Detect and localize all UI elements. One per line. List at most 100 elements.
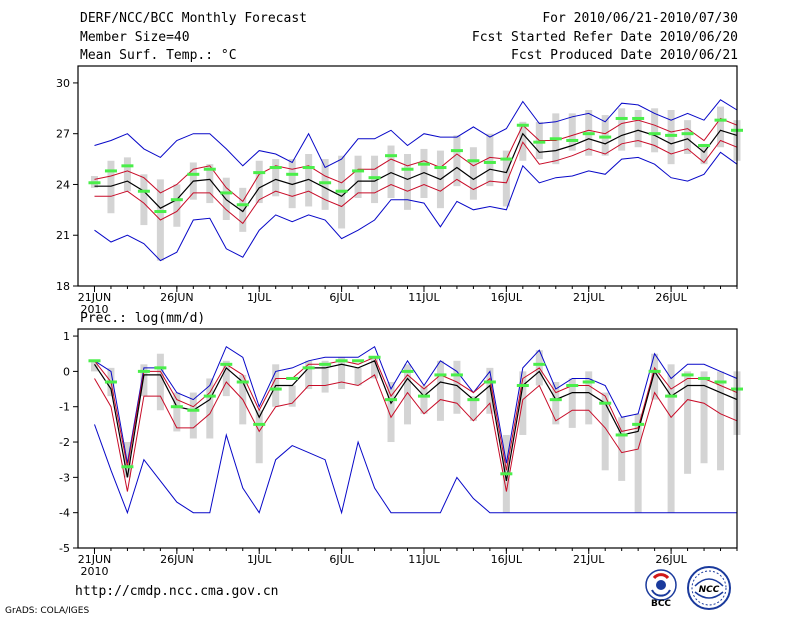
prec-box	[156, 353, 164, 411]
temp-median-marker	[302, 166, 315, 170]
prec-box	[651, 353, 659, 400]
temp-median-marker	[170, 198, 183, 202]
prec-median-marker	[665, 394, 678, 398]
temp-spread-lower-line	[94, 139, 738, 225]
prec-box	[305, 360, 313, 390]
temp-box	[651, 108, 659, 153]
prec-box	[552, 381, 560, 425]
prec-median-marker	[154, 366, 167, 370]
temp-x-tick-label: 26JUN	[160, 291, 194, 304]
temp-median-marker	[187, 172, 200, 176]
temp-x-tick-label: 26JUL	[655, 291, 687, 304]
prec-box	[601, 392, 609, 471]
ncc-logo-label: NCC	[699, 585, 720, 595]
prec-box	[123, 442, 131, 478]
temp-median-marker	[269, 166, 282, 170]
temp-median-marker	[533, 140, 546, 144]
prec-median-marker	[566, 384, 579, 388]
temp-box	[519, 121, 527, 161]
temp-median-marker	[681, 132, 694, 136]
temp-median-marker	[714, 118, 727, 122]
forecast-started-label: Fcst Started Refer Date 2010/06/20	[471, 30, 738, 45]
prec-median-marker	[516, 384, 529, 388]
source-url[interactable]: http://cmdp.ncc.cma.gov.cn	[75, 584, 279, 599]
temp-panel: 18 21 24 27 30 21JUN 26JUN 1JUL 6JUL 11JUL 16JUL 21…	[56, 65, 743, 316]
temp-box	[255, 160, 263, 204]
temp-box	[371, 155, 379, 204]
prec-median-marker	[401, 369, 414, 373]
bcc-logo-label: BCC	[651, 599, 671, 608]
prec-median-marker	[269, 387, 282, 391]
temp-median-marker	[434, 166, 447, 170]
prec-y-tick-label: 1	[63, 330, 70, 343]
temp-median-marker	[368, 176, 381, 180]
prec-x-tick-label: 21JUL	[573, 553, 605, 566]
temp-box	[140, 174, 148, 226]
prec-y-tick-label: -1	[59, 401, 70, 414]
prec-median-marker	[450, 373, 463, 377]
temp-box	[717, 106, 725, 148]
prec-median-marker	[203, 394, 216, 398]
temp-ensemble-mean-line	[94, 129, 738, 213]
temp-median-marker	[203, 167, 216, 171]
temp-x-tick-label: 6JUL	[329, 291, 354, 304]
temp-median-marker	[319, 181, 332, 185]
prec-box	[404, 364, 411, 425]
temp-box	[601, 115, 609, 156]
prec-median-marker	[533, 362, 546, 366]
temp-x-tick-label: 16JUL	[491, 291, 523, 304]
prec-x-tick-label: 1JUL	[247, 553, 272, 566]
prec-median-marker	[632, 422, 645, 426]
member-size-label: Member Size=40	[80, 30, 190, 45]
prec-box	[667, 364, 675, 513]
prec-median-marker	[698, 376, 711, 380]
prec-box	[585, 371, 593, 425]
temp-box	[288, 159, 296, 209]
temp-box	[387, 145, 395, 198]
temp-median-marker	[286, 172, 299, 176]
temp-y-tick-label: 30	[56, 77, 70, 90]
temp-box	[173, 184, 181, 227]
prec-box	[717, 371, 725, 471]
temp-box	[321, 159, 329, 210]
temp-box	[453, 135, 461, 187]
prec-box	[387, 381, 395, 443]
prec-box	[338, 357, 346, 390]
prec-median-marker	[302, 366, 315, 370]
temp-box	[206, 164, 214, 204]
temp-median-marker	[220, 191, 233, 195]
temp-x-tick-label: 21JUN	[78, 291, 112, 304]
temp-median-marker	[385, 154, 398, 158]
prec-median-marker	[615, 433, 628, 437]
temp-median-marker	[417, 162, 430, 166]
prec-median-marker	[352, 359, 365, 363]
prec-box	[486, 367, 494, 414]
grads-credit: GrADS: COLA/IGES	[5, 606, 90, 616]
temp-y-tick-label: 24	[56, 178, 70, 191]
prec-x-tick-label: 16JUL	[491, 553, 523, 566]
temp-median-marker	[566, 138, 579, 142]
forecast-period-label: For 2010/06/21-2010/07/30	[542, 11, 738, 26]
temp-box	[568, 113, 576, 151]
temp-box	[107, 160, 115, 214]
prec-panel: -5 -4 -3 -2 -1 0 1 21JUN 26JUN 1JUL 6JUL 11JUL 16JUL…	[59, 311, 743, 578]
temp-median-marker	[582, 132, 595, 136]
temp-box	[667, 110, 675, 165]
temp-median-marker	[335, 189, 348, 193]
prec-median-marker	[648, 369, 661, 373]
prec-box	[568, 378, 576, 428]
ncc-logo: NCC	[687, 566, 731, 610]
prec-box	[684, 371, 692, 474]
prec-spread-upper-line	[94, 356, 738, 471]
temp-spread-upper-line	[94, 117, 738, 203]
temp-median-marker	[648, 132, 661, 136]
prec-y-tick-label: -3	[59, 471, 70, 484]
temp-envelope-max-line	[94, 99, 738, 169]
temp-box	[684, 120, 692, 154]
prec-box	[519, 371, 527, 435]
prec-y-tick-label: -2	[59, 436, 70, 449]
prec-median-marker	[500, 472, 513, 476]
temp-box	[502, 150, 510, 207]
temp-median-marker	[352, 169, 365, 173]
temp-envelope-min-line	[94, 151, 738, 262]
